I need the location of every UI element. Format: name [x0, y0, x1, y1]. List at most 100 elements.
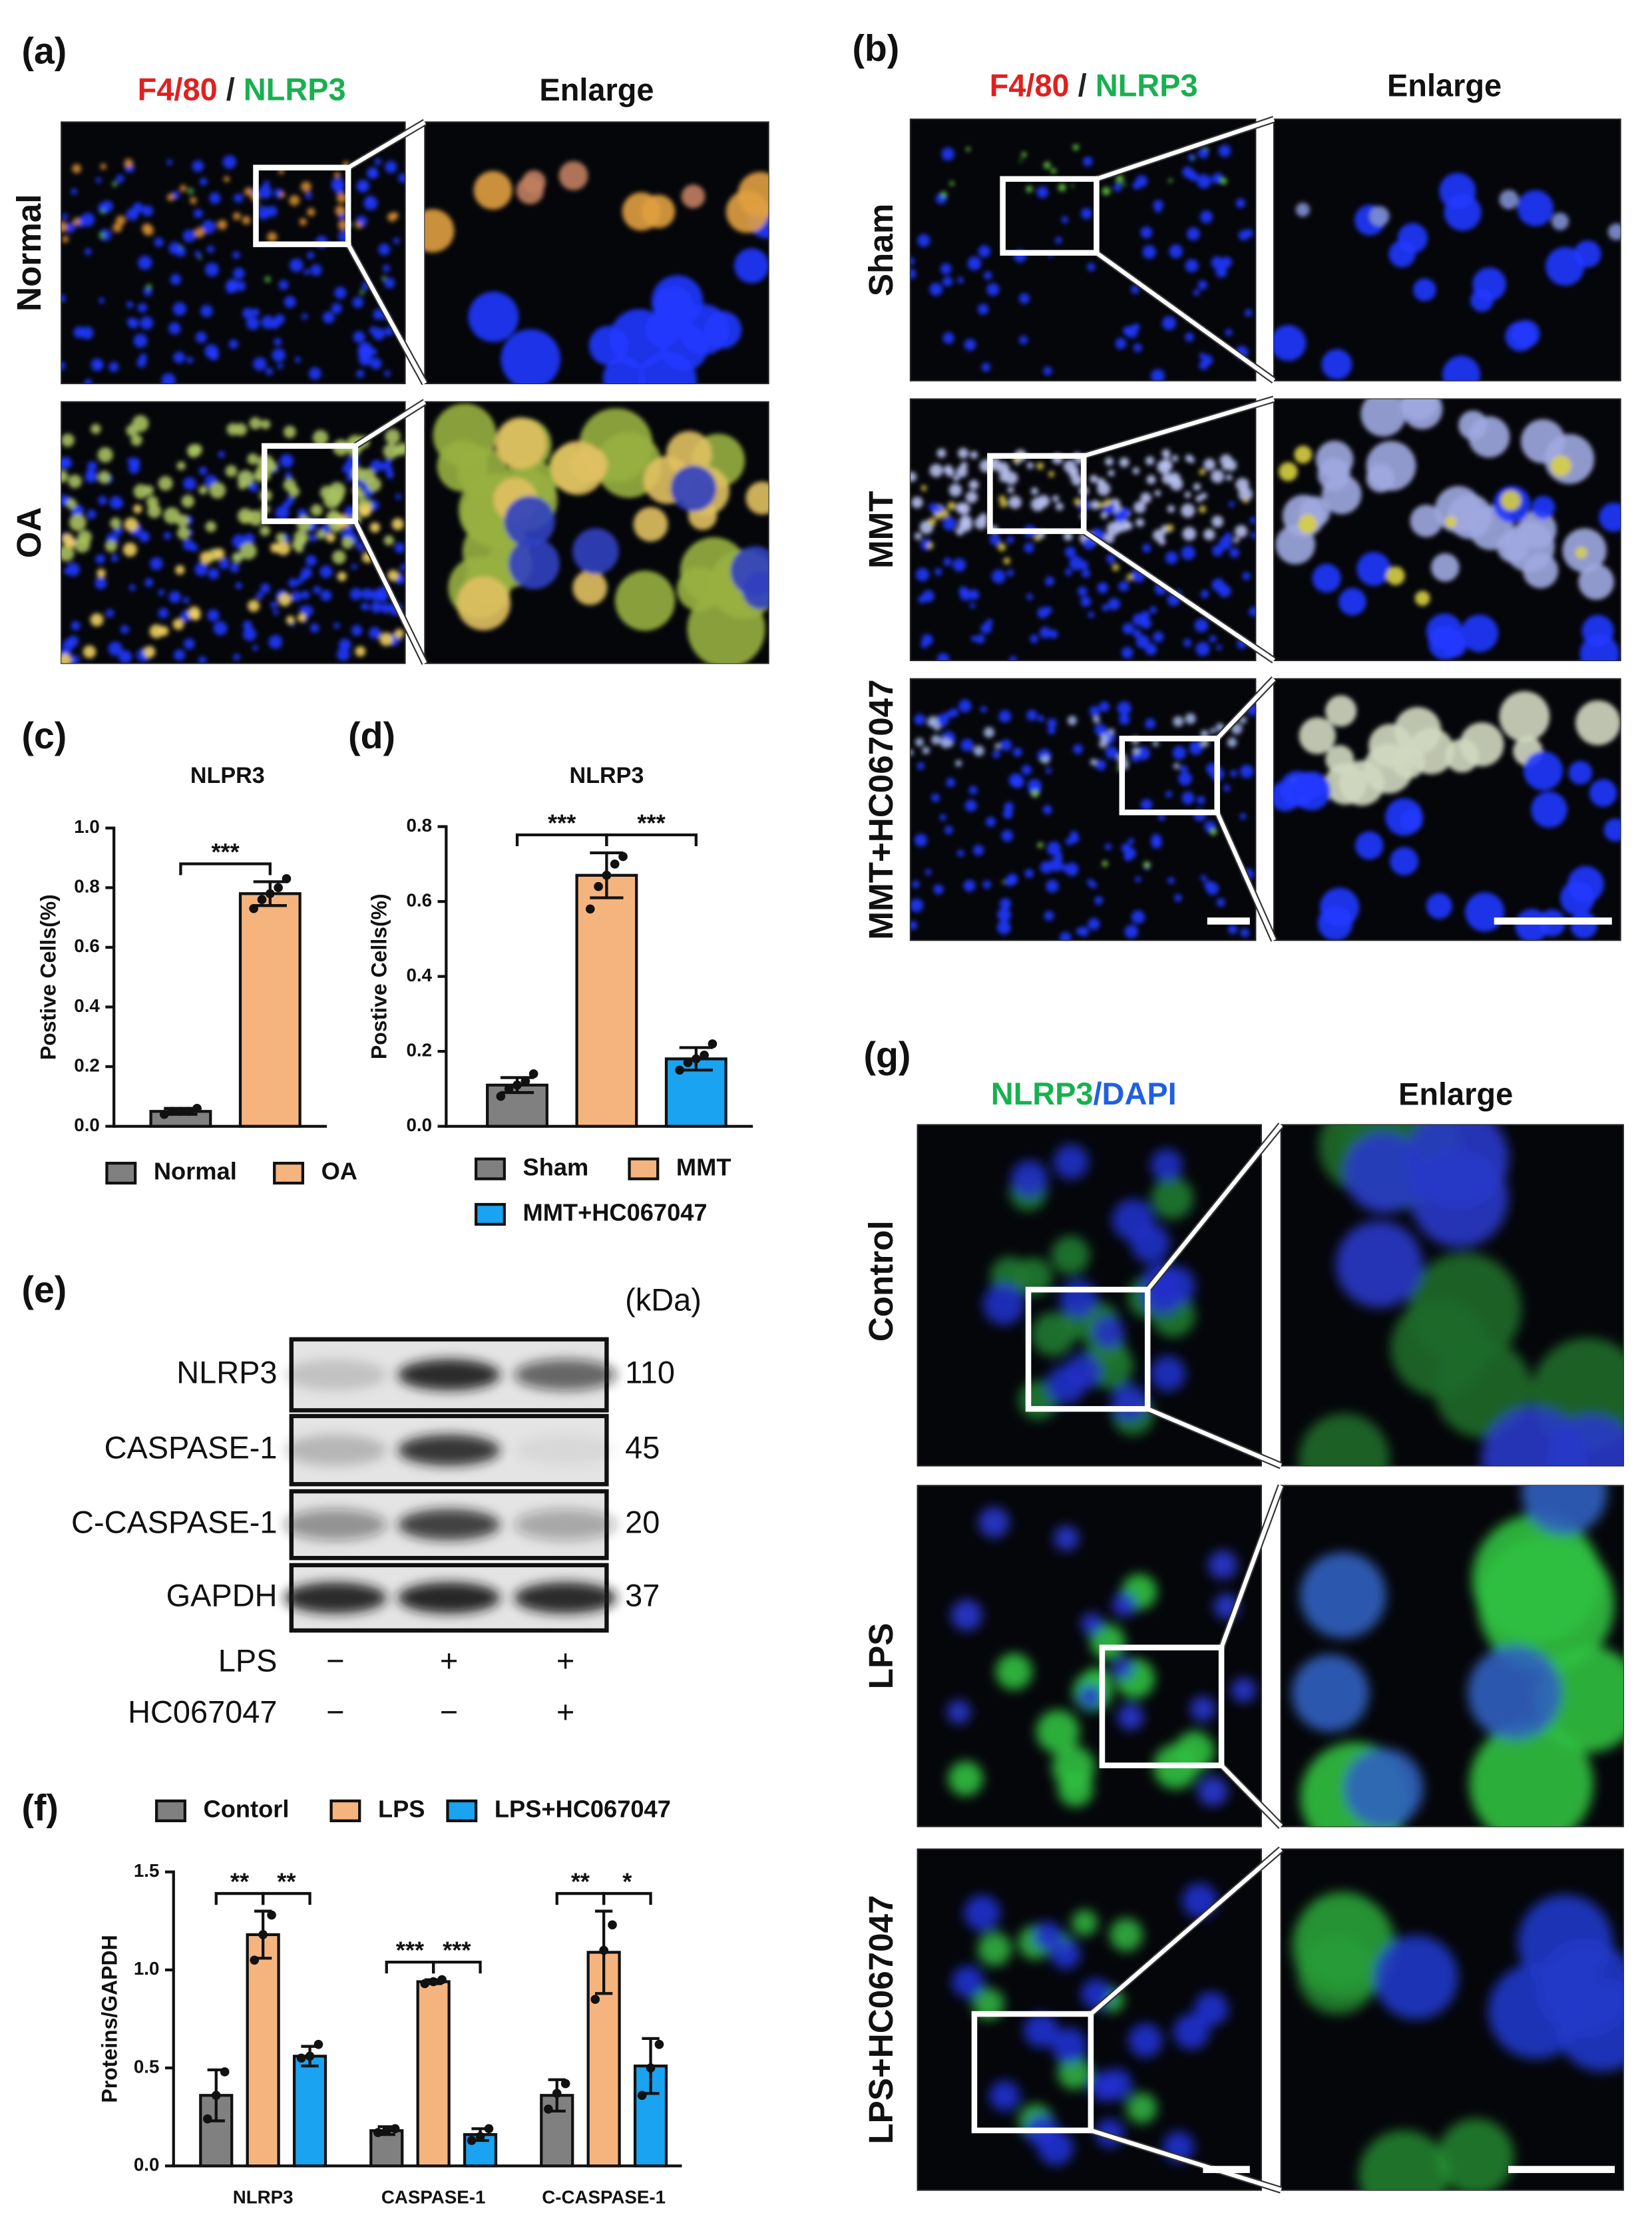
cell: [925, 869, 932, 875]
cell: [236, 281, 246, 292]
cell: [1522, 1485, 1607, 1535]
y-tick-label: 1.0: [134, 1958, 160, 1979]
data-point: [467, 2136, 477, 2145]
cell: [128, 584, 136, 591]
cell: [992, 750, 1000, 758]
cell: [95, 554, 105, 564]
cell: [1019, 293, 1030, 304]
cell: [457, 576, 511, 630]
cell: [1500, 490, 1522, 511]
cell: [1006, 569, 1014, 577]
cell: [910, 898, 924, 913]
cells: [910, 447, 1256, 660]
band: [514, 1582, 617, 1614]
cell: [1211, 174, 1221, 184]
cell: [1152, 740, 1159, 747]
cell: [922, 746, 930, 754]
cell: [1209, 828, 1217, 836]
cell: [383, 443, 399, 459]
cell: [385, 160, 397, 173]
cell: [1140, 226, 1153, 239]
cell: [248, 600, 260, 613]
cell: [1190, 1696, 1216, 1722]
cell: [948, 1761, 983, 1796]
cell: [1087, 262, 1096, 272]
cell: [235, 582, 242, 589]
cell: [283, 425, 296, 439]
cell: [978, 1932, 1012, 1966]
cell: [1185, 259, 1199, 273]
cell: [130, 457, 140, 467]
cell: [1105, 746, 1118, 759]
cell: [1578, 564, 1615, 600]
cell: [952, 475, 960, 482]
cell: [1082, 156, 1093, 166]
cell: [1193, 483, 1201, 491]
cell: [1426, 613, 1463, 650]
kda-label: 45: [625, 1430, 660, 1465]
cell: [1053, 1144, 1089, 1180]
cell: [942, 517, 957, 531]
cell: [1599, 503, 1621, 532]
cell: [202, 220, 216, 234]
zoom-line: [1215, 677, 1276, 740]
sig-label: *: [622, 1868, 632, 1895]
cell: [322, 311, 335, 324]
cell: [242, 308, 254, 320]
cell: [258, 185, 272, 199]
zoom-line: [347, 120, 426, 170]
cells: [1274, 172, 1621, 381]
cell: [975, 634, 985, 644]
cell: [242, 216, 251, 225]
x-tick-label: CASPASE-1: [381, 2187, 486, 2208]
cell: [228, 339, 238, 349]
cell: [1043, 366, 1052, 375]
cell: [1026, 462, 1034, 469]
cell: [1055, 236, 1062, 244]
data-point: [159, 1109, 169, 1119]
cell: [61, 294, 66, 302]
y-tick-label: 0.0: [74, 1114, 100, 1135]
cell: [1055, 502, 1064, 511]
cell: [1200, 492, 1207, 499]
cell: [66, 563, 80, 577]
cell: [940, 263, 952, 275]
row-label: Sham: [862, 204, 900, 296]
cell: [394, 543, 405, 553]
treatment-sign: +: [556, 1694, 574, 1729]
cell: [1145, 456, 1155, 465]
y-axis-label: Postive Cells(%): [367, 893, 391, 1059]
cell: [1006, 873, 1018, 885]
cell: [1142, 543, 1151, 553]
cell: [146, 284, 152, 290]
cell: [61, 457, 73, 469]
cell: [257, 206, 271, 220]
cell: [1400, 399, 1438, 421]
cell: [614, 571, 676, 631]
cell: [934, 568, 942, 576]
cell: [929, 282, 943, 296]
cell: [1071, 474, 1083, 486]
cell: [337, 571, 347, 581]
cell: [242, 514, 252, 524]
cell: [1439, 172, 1476, 210]
cell: [1470, 288, 1494, 312]
cells: [946, 1507, 1257, 1807]
cell: [1299, 773, 1325, 799]
panel-label: (f): [21, 1788, 58, 1829]
cell: [1228, 501, 1235, 507]
cell: [1460, 722, 1504, 767]
cell: [69, 654, 80, 664]
data-point: [675, 1065, 684, 1075]
cell: [968, 589, 980, 601]
cell: [1238, 230, 1249, 241]
stain-header: NLRP3/DAPI: [991, 1077, 1177, 1111]
zoom-line: [346, 243, 427, 385]
cell: [1204, 146, 1208, 151]
data-point: [602, 870, 612, 880]
cell: [175, 565, 185, 575]
cell: [97, 447, 113, 463]
cell: [341, 537, 354, 549]
cell: [1239, 764, 1254, 778]
cell: [929, 503, 938, 513]
